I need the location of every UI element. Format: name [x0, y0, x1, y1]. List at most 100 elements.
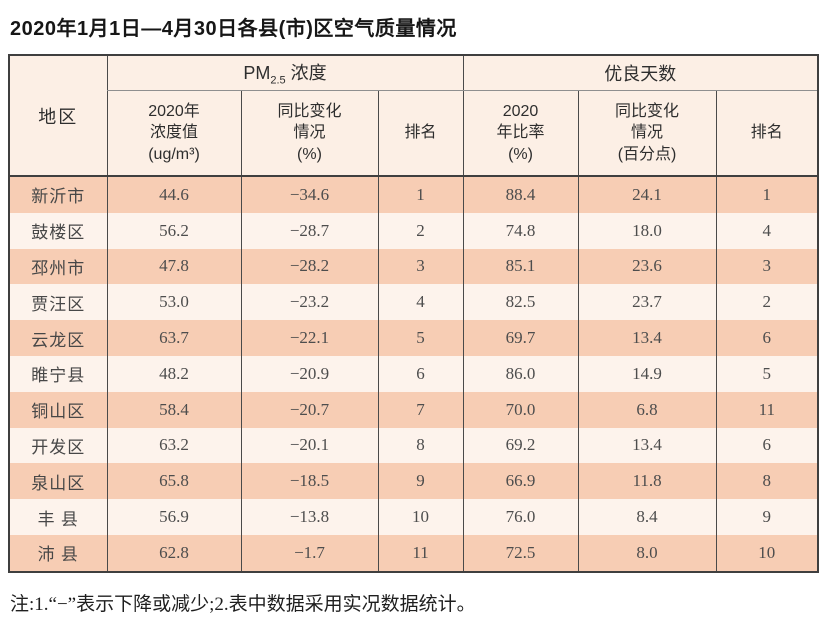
cell-good-rank: 5 [715, 355, 819, 392]
cell-pm-change: −28.7 [240, 212, 378, 249]
cell-good-change: 11.8 [577, 463, 717, 500]
cell-good-rate: 72.5 [462, 534, 579, 572]
cell-region: 泉山区 [9, 463, 107, 500]
pm-subscript: 2.5 [270, 74, 286, 87]
cell-pm-change: −18.5 [240, 463, 378, 500]
cell-good-change: 18.0 [577, 212, 717, 249]
cell-pm-rank: 11 [377, 534, 464, 572]
cell-region: 丰 县 [9, 499, 107, 535]
cell-pm-rank: 9 [377, 463, 464, 500]
cell-good-rate: 69.2 [462, 427, 579, 464]
table-row: 沛 县 62.8 −1.7 11 72.5 8.0 10 [9, 534, 819, 572]
cell-pm-change: −20.7 [240, 391, 378, 428]
header-good-change: 同比变化 情况 (百分点) [577, 90, 717, 177]
cell-good-rate: 69.7 [462, 320, 579, 356]
cell-good-rank: 6 [715, 320, 819, 356]
cell-pm-value: 58.4 [106, 391, 241, 428]
cell-region: 贾汪区 [9, 284, 107, 321]
pm-suffix: 浓度 [285, 63, 327, 84]
page-title: 2020年1月1日—4月30日各县(市)区空气质量情况 [10, 18, 457, 40]
table-row: 铜山区 58.4 −20.7 7 70.0 6.8 11 [9, 391, 819, 428]
cell-pm-change: −34.6 [240, 176, 378, 213]
table-row: 睢宁县 48.2 −20.9 6 86.0 14.9 5 [9, 355, 819, 392]
cell-pm-rank: 2 [377, 212, 464, 249]
cell-good-change: 23.7 [577, 284, 717, 321]
cell-region: 铜山区 [9, 391, 107, 428]
cell-good-change: 6.8 [577, 391, 717, 428]
cell-good-rate: 66.9 [462, 463, 579, 500]
footnote: 注:1.“−”表示下降或减少;2.表中数据采用实况数据统计。 [10, 593, 476, 615]
header-good-rate: 2020 年比率 (%) [462, 90, 579, 177]
pm-prefix: PM [243, 63, 271, 84]
cell-pm-value: 63.2 [106, 427, 241, 464]
cell-pm-rank: 5 [377, 320, 464, 356]
table-row: 鼓楼区 56.2 −28.7 2 74.8 18.0 4 [9, 212, 819, 249]
cell-region: 沛 县 [9, 534, 107, 572]
cell-region: 睢宁县 [9, 355, 107, 392]
cell-good-rank: 8 [715, 463, 819, 500]
header-pm25-group: PM2.5 浓度 [106, 55, 464, 91]
cell-good-rate: 76.0 [462, 499, 579, 535]
cell-pm-value: 62.8 [106, 534, 241, 572]
group-header-row: 地区 PM2.5 浓度 优良天数 [9, 55, 819, 177]
cell-good-rank: 3 [715, 248, 819, 285]
cell-good-rate: 88.4 [462, 176, 579, 213]
cell-pm-rank: 1 [377, 176, 464, 213]
header-pm-value: 2020年 浓度值 (ug/m³) [106, 90, 241, 177]
cell-pm-value: 65.8 [106, 463, 241, 500]
table-row: 丰 县 56.9 −13.8 10 76.0 8.4 9 [9, 499, 819, 535]
header-pm-change: 同比变化 情况 (%) [240, 90, 378, 177]
cell-good-rank: 2 [715, 284, 819, 321]
cell-pm-value: 56.2 [106, 212, 241, 249]
cell-pm-change: −23.2 [240, 284, 378, 321]
table-row: 邳州市 47.8 −28.2 3 85.1 23.6 3 [9, 248, 819, 285]
cell-good-rank: 6 [715, 427, 819, 464]
cell-good-change: 13.4 [577, 320, 717, 356]
cell-region: 开发区 [9, 427, 107, 464]
cell-good-rank: 10 [715, 534, 819, 572]
header-region: 地区 [9, 55, 107, 177]
cell-good-rank: 1 [715, 176, 819, 213]
header-pm-rank: 排名 [377, 90, 464, 177]
cell-good-rank: 11 [715, 391, 819, 428]
cell-pm-value: 44.6 [106, 176, 241, 213]
cell-pm-rank: 6 [377, 355, 464, 392]
cell-pm-value: 47.8 [106, 248, 241, 285]
cell-region: 鼓楼区 [9, 212, 107, 249]
cell-good-rate: 82.5 [462, 284, 579, 321]
table-row: 泉山区 65.8 −18.5 9 66.9 11.8 8 [9, 463, 819, 500]
cell-pm-change: −20.1 [240, 427, 378, 464]
cell-good-rank: 9 [715, 499, 819, 535]
cell-pm-change: −20.9 [240, 355, 378, 392]
cell-good-rate: 74.8 [462, 212, 579, 249]
cell-good-rate: 85.1 [462, 248, 579, 285]
cell-good-change: 8.4 [577, 499, 717, 535]
cell-pm-value: 63.7 [106, 320, 241, 356]
cell-region: 新沂市 [9, 176, 107, 213]
cell-good-change: 23.6 [577, 248, 717, 285]
cell-good-change: 24.1 [577, 176, 717, 213]
table-row: 云龙区 63.7 −22.1 5 69.7 13.4 6 [9, 320, 819, 356]
header-good-rank: 排名 [715, 90, 819, 177]
cell-pm-value: 53.0 [106, 284, 241, 321]
cell-pm-rank: 8 [377, 427, 464, 464]
sub-header-row: 2020年 浓度值 (ug/m³) 同比变化 情况 (%) 排名 2020 年比… [9, 90, 819, 177]
air-quality-table: 地区 PM2.5 浓度 优良天数 2020年 浓度值 (ug/m³) 同比变化 … [8, 54, 820, 573]
cell-pm-change: −13.8 [240, 499, 378, 535]
cell-pm-value: 56.9 [106, 499, 241, 535]
table-row: 新沂市 44.6 −34.6 1 88.4 24.1 1 [9, 176, 819, 213]
cell-good-rate: 70.0 [462, 391, 579, 428]
cell-good-rate: 86.0 [462, 355, 579, 392]
table-row: 开发区 63.2 −20.1 8 69.2 13.4 6 [9, 427, 819, 464]
cell-pm-change: −22.1 [240, 320, 378, 356]
cell-pm-change: −28.2 [240, 248, 378, 285]
cell-good-rank: 4 [715, 212, 819, 249]
cell-pm-value: 48.2 [106, 355, 241, 392]
cell-region: 云龙区 [9, 320, 107, 356]
table-header: 地区 PM2.5 浓度 优良天数 2020年 浓度值 (ug/m³) 同比变化 … [9, 55, 819, 177]
cell-good-change: 13.4 [577, 427, 717, 464]
cell-pm-rank: 4 [377, 284, 464, 321]
cell-good-change: 8.0 [577, 534, 717, 572]
table-body: 新沂市 44.6 −34.6 1 88.4 24.1 1 鼓楼区 56.2 −2… [9, 176, 819, 572]
